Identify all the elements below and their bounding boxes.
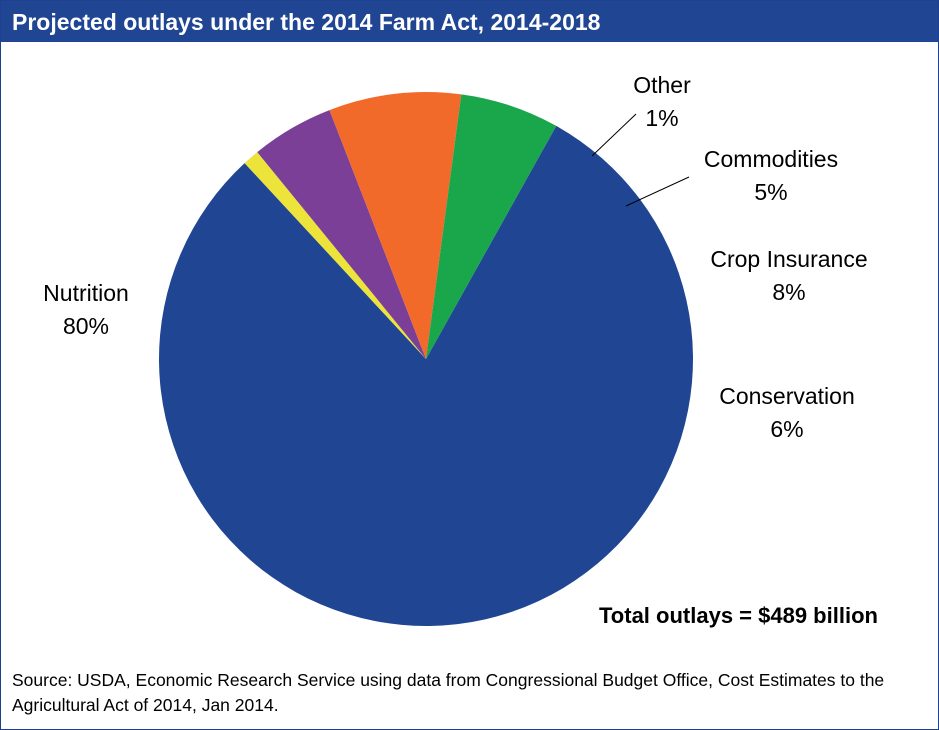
slice-value-other: 1% — [645, 105, 678, 131]
slice-label-crop-insurance: Crop Insurance — [710, 246, 867, 272]
pie-slice-commodities — [257, 110, 426, 359]
pie-slice-other — [244, 152, 426, 359]
source-note: Source: USDA, Economic Research Service … — [12, 670, 885, 715]
pie-slice-conservation — [426, 94, 557, 359]
total-outlays-label: Total outlays = $489 billion — [599, 603, 878, 628]
pie-slice-nutrition — [158, 125, 694, 626]
chart-title: Projected outlays under the 2014 Farm Ac… — [12, 9, 601, 35]
slice-label-conservation: Conservation — [719, 383, 855, 409]
slice-value-nutrition: 80% — [63, 313, 109, 339]
pie-chart: Nutrition 80% Other 1% Commodities 5% Crop Ins… — [43, 72, 868, 626]
slice-label-commodities: Commodities — [704, 146, 838, 172]
leader-line-commodities — [625, 176, 690, 207]
pie-slice-crop-insurance — [329, 91, 462, 359]
slice-label-other: Other — [633, 72, 691, 98]
slice-label-nutrition: Nutrition — [43, 280, 129, 306]
leader-line-other — [591, 113, 637, 157]
slice-value-conservation: 6% — [770, 416, 803, 442]
slice-value-commodities: 5% — [754, 179, 787, 205]
title-bar: Projected outlays under the 2014 Farm Ac… — [1, 1, 938, 42]
slice-value-crop-insurance: 8% — [772, 279, 805, 305]
